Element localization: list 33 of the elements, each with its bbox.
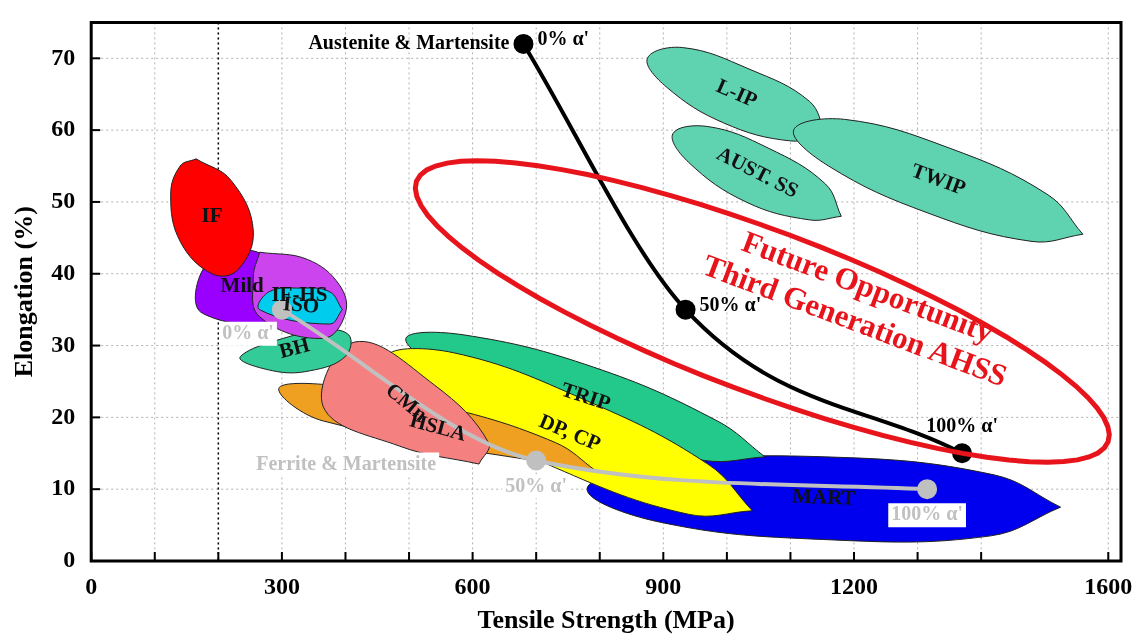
y-tick-label: 70 xyxy=(51,43,76,70)
annotation: 0% α' xyxy=(537,27,590,50)
series-label: TWIP xyxy=(908,157,970,200)
series-label: L-IP xyxy=(712,73,762,113)
series-label: Ferrite & Martensite xyxy=(256,451,437,474)
y-tick-label: 40 xyxy=(51,258,76,285)
x-tick-label: 1600 xyxy=(1084,572,1133,599)
y-axis-title: Elongation (%) xyxy=(9,206,39,378)
y-tick-label: 50 xyxy=(51,187,76,214)
x-tick-label: 900 xyxy=(645,572,682,599)
y-tick-label: 20 xyxy=(51,402,76,429)
x-tick-label: 0 xyxy=(85,572,98,599)
annotation: 0% α' xyxy=(222,320,274,343)
point xyxy=(526,450,547,471)
point xyxy=(917,479,938,500)
series-label: BH xyxy=(276,332,312,364)
y-tick-label: 0 xyxy=(63,546,76,573)
x-axis-title: Tensile Strength (MPa) xyxy=(477,605,735,635)
annotation: 50% α' xyxy=(505,473,568,496)
y-tick-label: 30 xyxy=(51,330,76,357)
point xyxy=(513,33,534,54)
annotation: 100% α' xyxy=(926,414,998,437)
x-tick-label: 300 xyxy=(263,572,300,599)
series-label: Mild xyxy=(220,272,265,297)
series-label: MART xyxy=(791,483,856,510)
y-tick-label: 60 xyxy=(51,115,76,142)
x-tick-label: 600 xyxy=(454,572,491,599)
series-label: Austenite & Martensite xyxy=(308,31,510,54)
x-tick-label: 1200 xyxy=(830,572,879,599)
series-label: IF xyxy=(201,202,223,227)
annotation: 100% α' xyxy=(891,502,963,525)
point xyxy=(675,299,696,320)
y-tick-label: 10 xyxy=(51,474,76,501)
